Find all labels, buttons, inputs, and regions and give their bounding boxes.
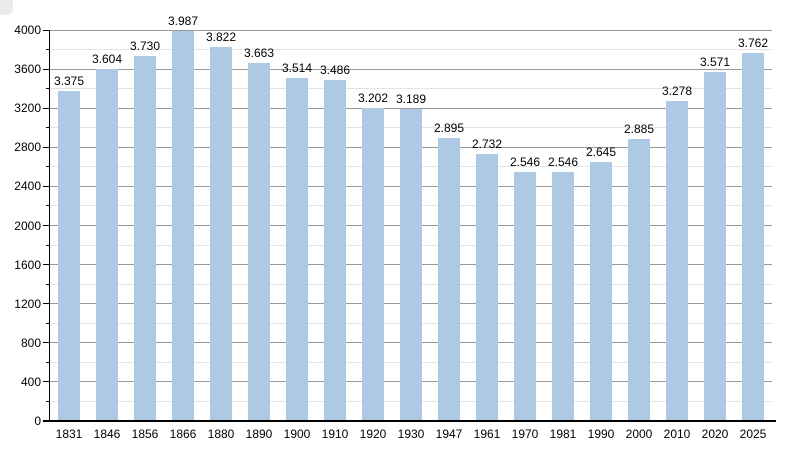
- bar-value-label: 3.762: [737, 36, 769, 51]
- y-tick-label: 400: [20, 374, 41, 389]
- bar-value-label: 3.730: [129, 39, 161, 54]
- x-tick-label: 1970: [511, 427, 539, 441]
- bar: [742, 53, 764, 421]
- gridline-major: [50, 29, 772, 31]
- bar: [248, 62, 270, 421]
- gridline-major: [50, 107, 772, 109]
- bar-value-label: 2.732: [471, 136, 503, 151]
- y-tick-minor: [46, 283, 50, 285]
- bar: [134, 56, 156, 421]
- bar-value-label: 3.375: [53, 74, 85, 89]
- bar-value-label: 3.189: [395, 92, 427, 107]
- bar: [514, 172, 536, 421]
- y-tick-minor: [46, 88, 50, 90]
- x-tick-label: 1856: [131, 427, 159, 441]
- bar: [172, 31, 194, 421]
- y-tick-minor: [46, 400, 50, 402]
- y-tick-major: [43, 342, 50, 344]
- x-tick-label: 1890: [245, 427, 273, 441]
- bar-value-label: 3.571: [699, 54, 731, 69]
- x-tick-label: 1981: [549, 427, 577, 441]
- y-tick-label: 1600: [14, 257, 41, 272]
- x-tick-label: 1930: [397, 427, 425, 441]
- y-tick-label: 3200: [14, 101, 41, 116]
- y-tick-major: [43, 146, 50, 148]
- y-tick-minor: [46, 322, 50, 324]
- bar: [438, 138, 460, 421]
- bar-value-label: 3.663: [243, 45, 275, 60]
- y-tick-label: 4000: [14, 23, 41, 37]
- corner-artifact: [0, 0, 13, 15]
- bar: [210, 47, 232, 421]
- y-tick-minor: [46, 205, 50, 207]
- bar: [362, 108, 384, 421]
- x-tick-label: 1831: [55, 427, 83, 441]
- x-tick-label: 1961: [473, 427, 501, 441]
- bar: [96, 68, 118, 421]
- gridline-minor: [50, 88, 772, 90]
- y-tick-minor: [46, 127, 50, 129]
- bar: [628, 138, 650, 421]
- y-tick-label: 3600: [14, 62, 41, 77]
- y-tick-major: [43, 264, 50, 266]
- bar: [476, 153, 498, 421]
- y-tick-major: [43, 68, 50, 70]
- y-tick-label: 0: [34, 414, 41, 428]
- bar: [58, 91, 80, 421]
- bar-value-label: 3.486: [319, 63, 351, 78]
- x-axis-line: [43, 420, 776, 422]
- y-tick-label: 1200: [14, 296, 41, 311]
- y-tick-major: [43, 107, 50, 109]
- bar-value-label: 2.546: [509, 155, 541, 170]
- x-tick-label: 2025: [739, 427, 767, 441]
- x-tick-label: 2010: [663, 427, 691, 441]
- bar: [286, 77, 308, 421]
- bar-value-label: 3.202: [357, 91, 389, 105]
- bar: [666, 100, 688, 421]
- bar: [400, 109, 422, 421]
- y-tick-major: [43, 381, 50, 383]
- bar-value-label: 3.278: [661, 83, 693, 98]
- bar-value-label: 2.885: [623, 121, 655, 136]
- x-tick-label: 1880: [207, 427, 235, 441]
- y-tick-minor: [46, 361, 50, 363]
- bar-value-label: 2.546: [547, 155, 579, 170]
- gridline-major: [50, 68, 772, 70]
- y-tick-minor: [46, 166, 50, 168]
- x-tick-label: 1866: [169, 427, 197, 441]
- x-tick-label: 1947: [435, 427, 463, 441]
- x-tick-label: 1920: [359, 427, 387, 441]
- y-tick-major: [43, 303, 50, 305]
- bar: [552, 172, 574, 421]
- y-tick-minor: [46, 244, 50, 246]
- bar-value-label: 3.822: [205, 30, 237, 45]
- x-tick-label: 1910: [321, 427, 349, 441]
- bar-value-label: 3.514: [281, 60, 313, 75]
- y-tick-major: [43, 225, 50, 226]
- bar-value-label: 2.645: [585, 145, 617, 160]
- y-tick-major: [43, 185, 50, 187]
- y-tick-label: 2000: [14, 218, 41, 233]
- bar-value-label: 3.987: [167, 14, 199, 29]
- bar: [704, 71, 726, 421]
- bar-value-label: 2.895: [433, 121, 465, 135]
- x-tick-label: 1846: [93, 427, 121, 441]
- bar: [324, 80, 346, 421]
- y-tick-major: [43, 29, 50, 31]
- bar: [590, 162, 612, 421]
- y-tick-label: 2400: [14, 179, 41, 194]
- x-tick-label: 2000: [625, 427, 653, 441]
- y-tick-minor: [46, 49, 50, 51]
- y-tick-label: 2800: [14, 140, 41, 155]
- x-tick-label: 2020: [701, 427, 729, 441]
- x-tick-label: 1900: [283, 427, 311, 441]
- gridline-minor: [50, 49, 772, 51]
- x-tick-label: 1990: [587, 427, 615, 441]
- bar-value-label: 3.604: [91, 51, 123, 66]
- y-tick-label: 800: [20, 335, 41, 350]
- y-axis-line: [48, 29, 50, 422]
